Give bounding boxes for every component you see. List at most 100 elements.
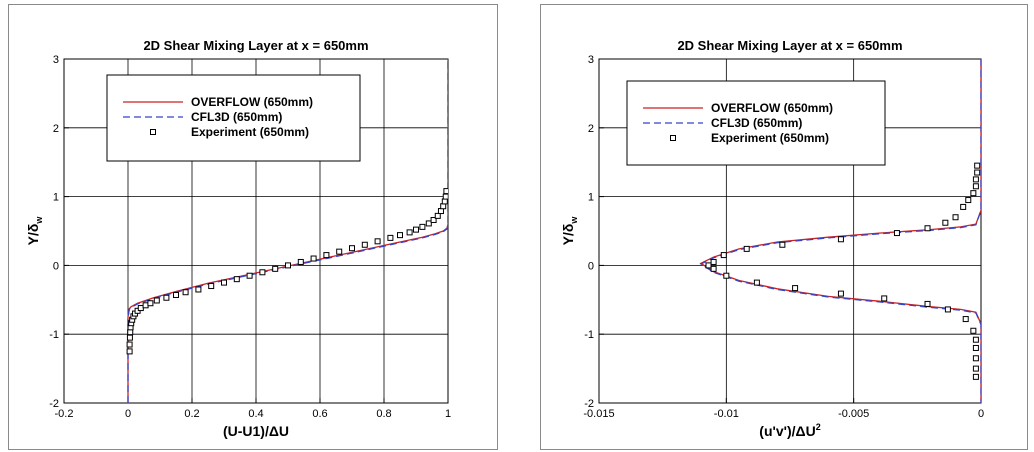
experiment-data-point <box>163 294 170 301</box>
legend-entry-label: CFL3D (650mm) <box>191 110 282 124</box>
experiment-data-point <box>142 302 149 309</box>
experiment-data-point <box>974 169 981 176</box>
y-tick-label: -2 <box>584 398 594 410</box>
experiment-data-point <box>743 245 750 252</box>
y-tick-label: -1 <box>584 329 594 341</box>
experiment-data-point <box>285 262 291 269</box>
experiment-data-point <box>705 262 712 269</box>
legend-box <box>106 74 361 162</box>
chart-title: 2D Shear Mixing Layer at x = 650mm <box>677 38 902 53</box>
experiment-data-point <box>720 252 727 259</box>
experiment-data-point <box>972 373 979 380</box>
experiment-data-point <box>792 285 799 292</box>
shear-stress-profile-chart: 2D Shear Mixing Layer at x = 650mm -0.015… <box>560 38 984 439</box>
plot-frame <box>598 58 982 404</box>
experiment-data-point <box>430 216 437 223</box>
experiment-data-point <box>710 265 717 272</box>
experiment-data-point <box>413 226 419 233</box>
experiment-data-point <box>437 208 444 215</box>
x-tick-label: 0.8 <box>376 408 391 420</box>
plot-area <box>126 59 448 403</box>
experiment-data-point <box>208 283 215 290</box>
experiment-data-point <box>779 241 786 248</box>
experiment-data-point <box>195 286 202 293</box>
experiment-data-point <box>397 232 403 239</box>
chart-title: 2D Shear Mixing Layer at x = 650mm <box>143 38 368 53</box>
experiment-data-point <box>443 188 448 195</box>
legend-entry-label: Experiment (650mm) <box>191 125 309 139</box>
y-axis-label-main: Y/δ <box>25 224 41 246</box>
experiment-data-point <box>323 252 330 259</box>
y-tick-label: 0 <box>588 260 594 272</box>
y-tick-label: -1 <box>49 329 59 341</box>
y-axis-label-subscript: w <box>34 216 44 225</box>
experiment-data-point <box>233 276 240 283</box>
experiment-data-point <box>962 316 969 323</box>
experiment-data-point <box>126 334 133 341</box>
cfl3d-series-line <box>699 59 981 403</box>
y-axis-label: Y/δw <box>25 216 44 246</box>
y-tick-label: 0 <box>53 260 59 272</box>
experiment-data-point <box>972 365 979 372</box>
experiment-data-point <box>924 225 931 232</box>
experiment-data-point <box>974 162 981 169</box>
legend-marker <box>670 135 676 141</box>
experiment-data-point <box>440 203 447 210</box>
experiment-data-point <box>434 212 441 219</box>
legend-entry-label: OVERFLOW (650mm) <box>711 101 833 115</box>
x-axis-label: (U-U1)/ΔU <box>223 423 289 439</box>
x-axis-label-main: (u'v')/ΔU <box>759 423 815 439</box>
experiment-data-point <box>221 279 227 286</box>
experiment-data-point <box>972 336 979 343</box>
legend-entry-label: OVERFLOW (650mm) <box>191 95 313 109</box>
experiment-data-point <box>425 220 432 227</box>
x-tick-label: 0.6 <box>312 408 327 420</box>
x-tick-label: 1 <box>445 408 451 420</box>
experiment-data-point <box>944 306 951 313</box>
x-tick-label: -0.01 <box>714 408 739 420</box>
experiment-data-point <box>182 289 189 296</box>
y-axis-label: Y/δw <box>560 216 579 246</box>
experiment-data-point <box>374 238 381 245</box>
y-tick-label: 2 <box>588 123 594 135</box>
y-tick-label: 3 <box>588 54 594 66</box>
experiment-data-point <box>361 241 368 248</box>
x-axis-label-superscript: 2 <box>816 422 821 432</box>
experiment-data-point <box>965 197 972 204</box>
x-axis-label: (u'v')/ΔU2 <box>759 422 820 439</box>
experiment-data-point <box>972 355 979 362</box>
chart-panel-velocity: 2D Shear Mixing Layer at x = 650mm -0.2 0 0… <box>8 4 498 450</box>
experiment-data-point <box>442 193 448 200</box>
experiment-data-point <box>970 327 977 334</box>
y-tick-label: 1 <box>588 192 594 204</box>
experiment-data-point <box>960 203 967 210</box>
experiment-data-point <box>972 183 979 190</box>
y-axis-label-main: Y/δ <box>560 224 576 246</box>
legend-marker <box>150 129 156 135</box>
experiment-data-point <box>952 214 959 221</box>
experiment-data-point <box>349 245 355 252</box>
legend-entry-label: Experiment (650mm) <box>711 131 829 145</box>
experiment-data-point <box>753 279 760 286</box>
velocity-profile-chart: 2D Shear Mixing Layer at x = 650mm -0.2 0 0… <box>25 38 451 439</box>
experiment-data-point <box>441 198 448 205</box>
experiment-data-point <box>336 248 343 255</box>
chart-panel-shear-stress: 2D Shear Mixing Layer at x = 650mm -0.015… <box>540 4 1028 450</box>
experiment-data-point <box>272 265 279 272</box>
experiment-data-point <box>924 300 931 307</box>
experiment-data-point <box>972 344 979 351</box>
y-tick-label: -2 <box>49 398 59 410</box>
experiment-data-point <box>153 297 160 304</box>
experiment-data-point <box>126 341 133 348</box>
experiment-data-point <box>837 290 844 297</box>
experiment-data-point <box>837 236 844 243</box>
y-tick-label: 1 <box>53 192 59 204</box>
experiment-data-point <box>246 272 253 279</box>
experiment-data-point <box>970 190 977 197</box>
experiment-data-point <box>127 329 134 336</box>
experiment-data-point <box>972 176 979 183</box>
y-tick-label: 2 <box>53 123 59 135</box>
x-tick-label: -0.015 <box>583 408 614 420</box>
experiment-data-point <box>723 272 730 279</box>
experiment-data-point <box>297 258 304 265</box>
